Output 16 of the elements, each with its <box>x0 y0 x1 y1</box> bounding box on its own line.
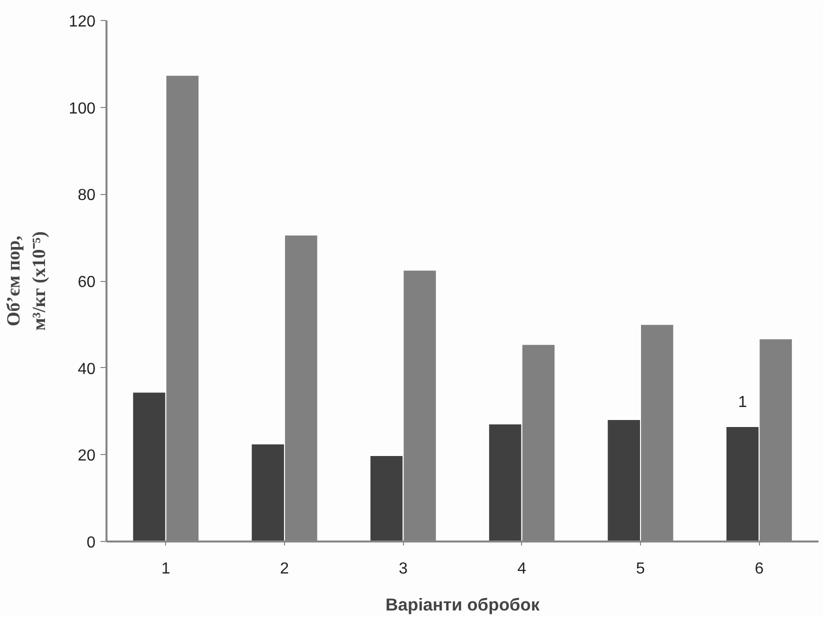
y-tick-label: 100 <box>68 100 96 118</box>
y-tick-label: 80 <box>78 187 96 204</box>
x-tick-label: 3 <box>398 560 408 578</box>
y-tick-label: 0 <box>86 534 96 552</box>
x-tick-label: 1 <box>161 560 170 578</box>
x-tick-label: 6 <box>754 560 764 578</box>
x-tick-label: 2 <box>280 560 290 578</box>
y-tick-label: 60 <box>78 274 96 291</box>
y-axis-title: Об’єм пор, м³/кг (х10⁻⁵) <box>4 231 50 331</box>
y-tick-label: 120 <box>68 14 96 30</box>
y-tick-label: 20 <box>78 448 96 465</box>
x-tick-label: 5 <box>636 560 646 578</box>
annotation: 1 <box>738 394 748 411</box>
x-tick-label: 4 <box>517 560 526 578</box>
y-tick-label: 40 <box>78 360 96 378</box>
x-axis-title: Варіанти обробок <box>385 594 540 614</box>
